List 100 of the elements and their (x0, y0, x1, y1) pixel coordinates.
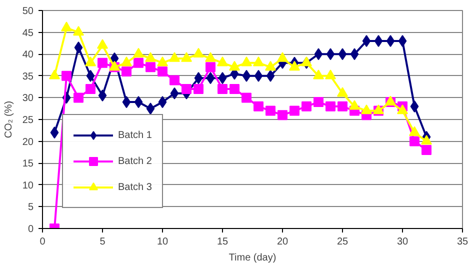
point (350, 48, 359, 60)
point (146, 102, 155, 115)
point (326, 101, 336, 112)
y-axis-title: CO₂ (%) (3, 100, 14, 138)
point (206, 62, 216, 72)
point (86, 84, 96, 94)
point (133, 48, 144, 58)
point (205, 52, 216, 62)
point (386, 35, 395, 48)
point (181, 52, 192, 62)
x-tick-label: 0 (40, 236, 46, 248)
point (314, 97, 324, 108)
point (121, 56, 132, 66)
point (218, 72, 227, 84)
legend-label: Batch 2 (118, 156, 152, 166)
point (277, 52, 288, 62)
y-tick-label: 40 (22, 50, 34, 61)
point (397, 104, 408, 114)
y-tick-label: 45 (22, 28, 34, 39)
point (182, 84, 192, 94)
point (194, 72, 203, 84)
point (157, 56, 168, 66)
point (349, 100, 360, 110)
point (62, 70, 72, 81)
point (74, 92, 84, 103)
point (325, 70, 336, 80)
legend-label: Batch 3 (118, 182, 152, 192)
point (158, 66, 168, 77)
point (278, 110, 288, 120)
point (86, 70, 95, 82)
point (145, 52, 156, 62)
point (421, 135, 432, 145)
point (409, 126, 420, 136)
point (170, 87, 179, 100)
point (218, 84, 228, 94)
point (146, 62, 156, 72)
point (217, 56, 228, 66)
point (230, 84, 240, 94)
point (301, 56, 312, 66)
y-tick-label: 0 (28, 224, 34, 235)
point (410, 100, 419, 112)
point (61, 22, 72, 32)
point (229, 60, 240, 71)
y-tick-label: 5 (28, 202, 34, 214)
point (398, 35, 407, 48)
point (314, 48, 323, 60)
point (338, 48, 347, 60)
legend-label: Batch 1 (118, 130, 152, 140)
point (98, 58, 108, 68)
x-tick-label: 15 (216, 236, 228, 248)
y-tick-label: 50 (22, 6, 34, 17)
point (289, 60, 300, 71)
point (169, 52, 180, 62)
point (170, 75, 180, 86)
point (326, 48, 335, 60)
y-tick-label: 15 (22, 158, 34, 170)
point (206, 72, 215, 84)
point (422, 145, 432, 156)
x-tick-label: 20 (276, 236, 288, 248)
point (362, 35, 371, 48)
x-tick-label: 30 (396, 236, 408, 248)
y-tick-label: 30 (22, 93, 34, 104)
point (266, 106, 276, 116)
point (410, 136, 420, 146)
y-tick-label: 25 (22, 115, 34, 126)
point (338, 101, 348, 112)
x-axis-title: Time (day) (228, 252, 276, 264)
point (242, 92, 252, 103)
point (313, 70, 324, 80)
point (97, 39, 108, 49)
y-tick-label: 20 (22, 136, 34, 148)
point (265, 60, 276, 71)
y-tick-label: 10 (22, 180, 34, 192)
point (122, 96, 131, 108)
point (361, 104, 372, 114)
point (266, 70, 275, 82)
x-tick-label: 10 (156, 236, 168, 248)
point (122, 66, 132, 77)
point (254, 70, 263, 82)
point (98, 90, 107, 102)
point (193, 48, 204, 58)
point (158, 96, 167, 108)
point (50, 126, 59, 139)
point (242, 70, 251, 82)
point (374, 35, 383, 48)
y-tick-label: 35 (22, 71, 34, 82)
point (337, 87, 348, 97)
point (134, 58, 144, 68)
x-tick-label: 25 (336, 236, 348, 248)
point (290, 106, 300, 116)
point (74, 42, 83, 54)
point (73, 26, 84, 36)
x-tick-label: 5 (100, 236, 106, 248)
point (134, 96, 143, 108)
point (253, 56, 264, 66)
point (254, 101, 264, 112)
point (302, 101, 312, 112)
point (85, 56, 96, 66)
point (241, 56, 252, 66)
point (49, 70, 60, 80)
